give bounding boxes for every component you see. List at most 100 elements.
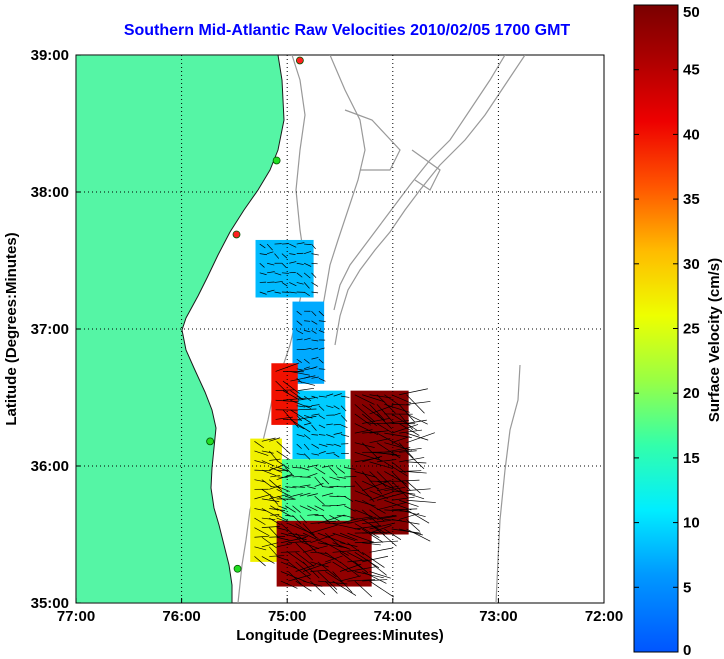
vector-arrow <box>270 495 279 505</box>
vector-arrow <box>261 479 273 488</box>
vector-arrow <box>311 310 317 317</box>
vector-arrow <box>384 528 402 540</box>
vector-arrow <box>269 555 285 557</box>
vector-arrow <box>369 523 385 536</box>
vector-arrow <box>274 291 281 294</box>
vector-arrow <box>406 394 425 414</box>
vector-arrow <box>376 423 393 434</box>
vector-arrow <box>289 243 297 248</box>
vector-arrow <box>311 357 319 360</box>
vector-arrow <box>361 552 385 568</box>
vector-arrow <box>269 437 281 442</box>
vector-arrow <box>362 555 389 563</box>
vector-arrow <box>384 461 408 477</box>
vector-arrow <box>376 394 396 414</box>
vector-arrow <box>339 575 362 582</box>
vector-arrow <box>303 358 310 364</box>
vector-arrow <box>295 564 317 572</box>
vector-arrow <box>376 502 407 511</box>
vector-arrow <box>362 499 386 514</box>
vector-arrow <box>369 525 392 534</box>
vector-arrow <box>297 397 316 401</box>
vector-arrow <box>321 465 334 468</box>
colorbar-tick-label: 45 <box>683 62 700 79</box>
colorbar-tick-label: 40 <box>683 126 700 143</box>
vector-arrow <box>332 532 356 542</box>
vector-arrow <box>261 469 277 477</box>
vector-arrow <box>304 330 311 333</box>
vector-arrow <box>362 394 385 403</box>
vector-arrow <box>311 262 318 265</box>
vector-arrow <box>261 556 275 564</box>
vector-arrow <box>318 405 325 411</box>
vector-arrow <box>336 467 346 474</box>
vector-arrow <box>326 393 334 397</box>
velocity-region-east-maroon <box>350 390 409 535</box>
vector-arrow <box>318 330 325 333</box>
vector-arrow <box>289 291 297 294</box>
vector-arrow <box>303 434 311 440</box>
vector-arrow <box>376 480 400 492</box>
vector-arrow <box>406 471 427 474</box>
vector-arrow <box>254 450 269 456</box>
colorbar-tick-label: 10 <box>683 515 700 532</box>
vector-arrow <box>269 458 281 461</box>
vector-arrow <box>274 253 280 259</box>
vector-arrow <box>304 243 311 246</box>
vector-arrow <box>384 447 411 453</box>
vector-arrow <box>369 480 389 482</box>
vector-arrow <box>261 498 280 502</box>
vector-arrow <box>290 390 304 400</box>
vector-arrow <box>376 413 392 429</box>
vector-arrow <box>261 508 278 518</box>
vector-arrow <box>354 525 381 530</box>
vector-arrow <box>304 320 311 322</box>
vector-arrow <box>398 442 414 459</box>
colorbar-tick-label: 50 <box>683 4 700 21</box>
vector-arrow <box>324 580 338 594</box>
vector-arrow <box>362 579 388 582</box>
vector-arrow <box>347 516 377 524</box>
vector-arrow <box>317 571 338 590</box>
vector-arrow <box>344 495 354 502</box>
vector-arrow <box>296 272 303 278</box>
vector-arrow <box>295 552 315 567</box>
vector-arrow <box>369 509 385 522</box>
velocity-vectors <box>254 242 436 598</box>
vector-arrow <box>354 413 372 426</box>
vector-arrow <box>333 412 341 416</box>
vector-arrow <box>339 532 358 541</box>
vector-arrow <box>280 551 300 553</box>
vector-arrow <box>277 515 289 522</box>
vector-arrow <box>297 380 316 386</box>
vector-arrow <box>303 291 310 297</box>
vector-arrow <box>354 429 373 434</box>
vector-arrow <box>295 532 317 553</box>
vector-arrow <box>376 485 400 492</box>
vector-arrow <box>296 242 305 245</box>
vector-arrow <box>281 253 288 259</box>
vector-arrow <box>303 414 313 419</box>
vector-arrow <box>297 367 316 372</box>
vector-arrow <box>295 580 312 592</box>
vector-arrow <box>254 556 266 567</box>
vector-arrow <box>280 561 297 569</box>
x-tick-label: 72:00 <box>585 608 623 625</box>
vector-arrow <box>333 405 340 410</box>
vector-arrow <box>318 347 325 350</box>
vector-arrow <box>268 546 278 556</box>
vector-arrow <box>276 450 290 460</box>
vector-arrow <box>362 571 387 584</box>
vector-arrow <box>288 571 302 585</box>
vector-arrow <box>317 551 337 561</box>
colorbar <box>633 4 679 653</box>
vector-arrow <box>297 387 315 391</box>
vector-arrow <box>391 508 418 511</box>
vector-arrow <box>399 457 425 463</box>
vector-arrow <box>259 262 265 268</box>
colorbar-label: Surface Velocity (cm/s) <box>706 258 723 422</box>
vector-arrow <box>398 404 415 423</box>
vector-arrow <box>347 532 374 543</box>
vector-arrow <box>303 282 310 289</box>
vector-arrow <box>318 395 327 398</box>
